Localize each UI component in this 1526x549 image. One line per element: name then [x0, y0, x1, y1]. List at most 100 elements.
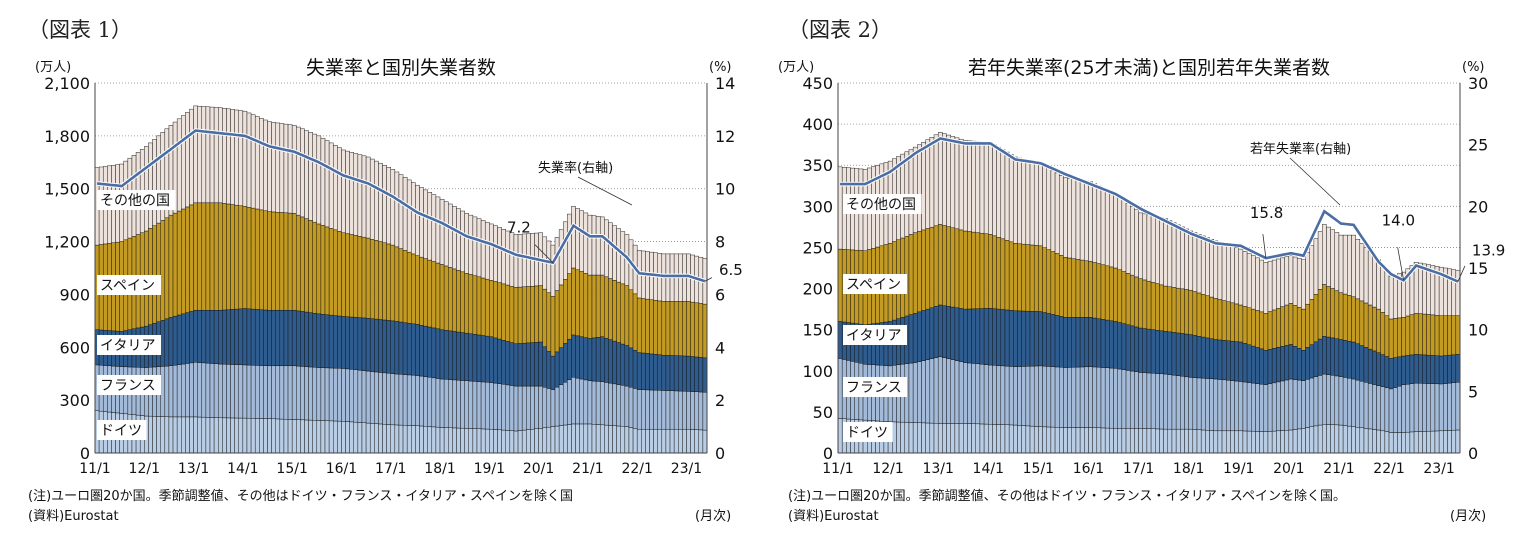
bar-その他の国: [612, 225, 617, 281]
bar-その他の国: [213, 107, 219, 204]
bar-スペイン: [1117, 269, 1123, 323]
rate-label-leader: [577, 176, 633, 206]
bar-スペイン: [988, 234, 993, 309]
bar-フランス: [1443, 383, 1448, 431]
figure-1-x-unit: (月次): [695, 509, 732, 524]
bar-スペイン: [1063, 257, 1068, 318]
bar-ドイツ: [521, 429, 527, 454]
bar-その他の国: [217, 107, 223, 204]
bar-その他の国: [333, 145, 338, 231]
bar-スペイン: [320, 225, 326, 315]
bar-ドイツ: [411, 425, 416, 454]
bar-ドイツ: [1008, 424, 1014, 454]
bar-その他の国: [312, 133, 318, 223]
bar-フランス: [1355, 379, 1361, 428]
bar-スペイン: [172, 212, 178, 317]
bar-スペイン: [316, 223, 322, 315]
y2-tick-label: 10: [715, 180, 735, 199]
x-tick-label: 16/1: [1073, 461, 1104, 477]
bar-フランス: [365, 370, 371, 424]
bar-フランス: [423, 376, 428, 427]
x-tick-label: 18/1: [424, 461, 455, 477]
bar-スペイン: [1267, 311, 1273, 350]
bar-スペイン: [1401, 317, 1406, 357]
bar-フランス: [250, 364, 256, 419]
bar-ドイツ: [1280, 430, 1285, 454]
bar-ドイツ: [378, 423, 383, 454]
bar-ドイツ: [963, 423, 968, 454]
bar-イタリア: [197, 310, 203, 363]
bar-フランス: [925, 359, 931, 424]
bar-イタリア: [263, 309, 268, 366]
bar-ドイツ: [152, 416, 157, 454]
bar-ドイツ: [967, 423, 972, 454]
bar-フランス: [160, 366, 166, 417]
bar-その他の国: [287, 124, 293, 214]
bar-ドイツ: [1317, 424, 1323, 454]
x-tick-label: 19/1: [474, 461, 505, 477]
bar-ドイツ: [431, 426, 437, 454]
bar-その他の国: [341, 149, 346, 233]
bar-その他の国: [937, 132, 943, 225]
bar-ドイツ: [579, 423, 585, 454]
x-tick-label: 15/1: [1023, 461, 1054, 477]
bar-イタリア: [912, 312, 918, 363]
bar-その他の国: [189, 108, 194, 206]
bar-ドイツ: [205, 417, 211, 454]
bar-スペイン: [1338, 292, 1344, 340]
bar-スペイン: [1242, 306, 1248, 344]
bar-その他の国: [234, 109, 239, 206]
bar-ドイツ: [1242, 430, 1248, 454]
bar-ドイツ: [246, 417, 252, 454]
bar-イタリア: [1088, 317, 1093, 367]
bar-イタリア: [1075, 317, 1081, 368]
bar-イタリア: [975, 308, 981, 365]
bar-ドイツ: [517, 430, 523, 454]
bar-フランス: [259, 365, 264, 419]
bar-その他の国: [599, 216, 605, 276]
bar-ドイツ: [448, 427, 453, 454]
bar-イタリア: [300, 311, 305, 367]
bar-スペイン: [365, 237, 371, 319]
bar-イタリア: [222, 309, 227, 365]
bar-スペイン: [468, 274, 474, 335]
bar-スペイン: [1238, 304, 1244, 343]
bar-フランス: [443, 379, 449, 428]
bar-イタリア: [291, 310, 297, 367]
bar-スペイン: [1050, 251, 1056, 315]
bar-イタリア: [296, 310, 301, 367]
bar-その他の国: [1326, 226, 1331, 287]
bar-スペイン: [1397, 317, 1402, 358]
bar-その他の国: [1175, 224, 1181, 289]
annotation-value: 7.2: [507, 219, 531, 237]
bar-ドイツ: [304, 419, 309, 454]
bar-スペイン: [476, 276, 482, 336]
bar-その他の国: [1184, 228, 1189, 290]
bar-フランス: [1384, 387, 1390, 432]
bar-イタリア: [501, 340, 506, 385]
bar-スペイン: [369, 238, 375, 319]
y-tick-label: 0: [823, 444, 833, 463]
bar-スペイン: [1372, 306, 1377, 352]
bar-イタリア: [484, 335, 490, 383]
bar-ドイツ: [398, 424, 404, 454]
bar-フランス: [501, 384, 506, 431]
bar-スペイン: [1188, 289, 1194, 335]
bar-その他の国: [1050, 170, 1056, 252]
bar-フランス: [1129, 370, 1135, 429]
figure-2-source: (資料)Eurostat: [788, 509, 879, 524]
bar-フランス: [1084, 366, 1089, 428]
bar-イタリア: [1008, 310, 1014, 367]
bar-イタリア: [1213, 339, 1219, 380]
bar-フランス: [1221, 379, 1227, 432]
bar-スペイン: [1100, 264, 1106, 320]
bar-フランス: [538, 385, 543, 429]
bar-その他の国: [1359, 243, 1365, 302]
bar-フランス: [975, 363, 981, 425]
bar-フランス: [456, 379, 461, 429]
bar-フランス: [484, 382, 490, 430]
bar-イタリア: [493, 337, 498, 384]
bar-ドイツ: [1351, 426, 1356, 454]
bar-その他の国: [1276, 258, 1281, 309]
bar-スペイン: [489, 280, 494, 337]
